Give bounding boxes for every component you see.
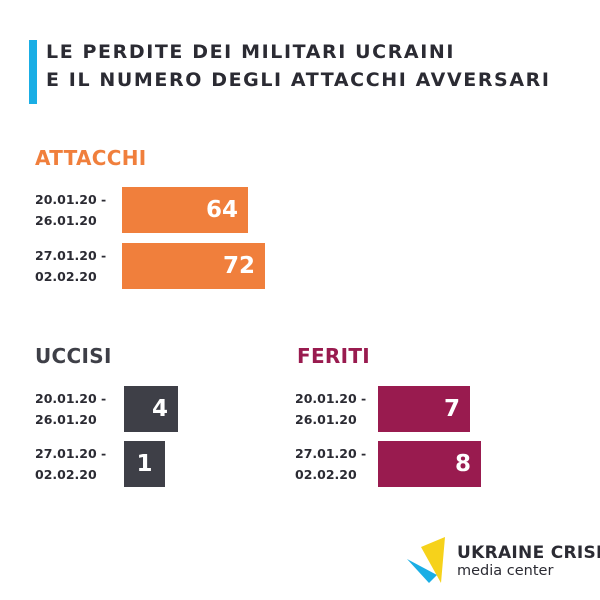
attacchi-row: 27.01.20 - 02.02.20 72 — [35, 243, 335, 289]
feriti-heading: FERITI — [297, 344, 371, 368]
ukraine-crisis-logo: UKRAINE CRISIS media center — [407, 537, 600, 587]
bar: 4 — [124, 386, 178, 432]
uccisi-row: 27.01.20 - 02.02.20 1 — [35, 441, 235, 487]
ukraine-crisis-logo-icon — [407, 537, 445, 583]
title-line: e il numero degli attacchi avversari — [46, 69, 551, 91]
attacchi-row: 20.01.20 - 26.01.20 64 — [35, 187, 335, 233]
date-label: 27.01.20 - 02.02.20 — [295, 446, 367, 482]
bar: 8 — [378, 441, 481, 487]
bar-value-label: 72 — [222, 253, 255, 279]
bar-value-label: 8 — [454, 451, 471, 477]
bar: 72 — [122, 243, 265, 289]
logo-text-primary: UKRAINE CRISIS — [457, 543, 600, 563]
uccisi-row: 20.01.20 - 26.01.20 4 — [35, 386, 235, 432]
bar: 64 — [122, 187, 248, 233]
bar: 1 — [124, 441, 165, 487]
bar-value-label: 64 — [205, 197, 238, 223]
date-label: 27.01.20 - 02.02.20 — [35, 248, 107, 284]
feriti-row: 20.01.20 - 26.01.20 7 — [295, 386, 545, 432]
date-label: 27.01.20 - 02.02.20 — [35, 446, 107, 482]
bar-value-label: 4 — [151, 396, 168, 422]
date-label: 20.01.20 - 26.01.20 — [35, 391, 107, 427]
logo-text-secondary: media center — [457, 563, 554, 579]
bar-value-label: 1 — [136, 451, 153, 477]
date-label: 20.01.20 - 26.01.20 — [35, 192, 107, 228]
attacchi-heading: ATTACCHI — [35, 146, 147, 170]
title-line: Le perdite dei militari ucraini — [46, 41, 456, 63]
date-label: 20.01.20 - 26.01.20 — [295, 391, 367, 427]
bar: 7 — [378, 386, 470, 432]
title-accent-bar — [29, 40, 37, 104]
uccisi-heading: UCCISI — [35, 344, 112, 368]
page-title: Le perdite dei militari ucraini e il num… — [46, 38, 551, 94]
feriti-row: 27.01.20 - 02.02.20 8 — [295, 441, 545, 487]
bar-value-label: 7 — [443, 396, 460, 422]
